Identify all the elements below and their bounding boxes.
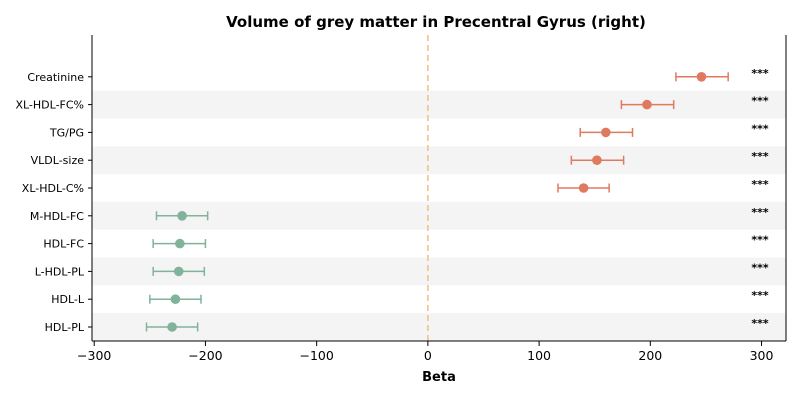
y-tick-label: M-HDL-FC: [30, 210, 84, 223]
data-marks: *** *** *** *** *** *** *** *** *** ***: [145, 67, 769, 332]
significance-label: ***: [751, 150, 769, 163]
data-point: [170, 294, 181, 305]
x-tick-label: 200: [638, 348, 662, 363]
data-point: [592, 155, 602, 165]
axes: Creatinine XL-HDL-FC% TG/PG VLDL-size XL-HDL…: [15, 35, 787, 363]
significance-label: ***: [751, 95, 769, 108]
x-tick-label: 100: [527, 348, 551, 363]
data-point: [696, 72, 707, 82]
x-tick-label: 0: [424, 348, 432, 363]
row-band: [92, 257, 786, 286]
significance-label: ***: [751, 206, 769, 219]
data-point: [177, 211, 187, 221]
y-tick-label: XL-HDL-FC%: [15, 99, 84, 112]
y-tick-label: XL-HDL-C%: [22, 182, 84, 195]
row-band: [92, 146, 786, 175]
significance-label: ***: [751, 317, 769, 330]
x-axis-label: Beta: [422, 370, 456, 385]
significance-label: ***: [751, 122, 769, 135]
data-point: [578, 183, 589, 193]
data-point: [642, 99, 652, 110]
data-point: [167, 322, 177, 332]
data-point: [175, 238, 185, 249]
significance-label: ***: [751, 289, 769, 302]
y-tick-label: L-HDL-PL: [35, 265, 85, 278]
row-bands: [92, 90, 786, 341]
significance-label: ***: [751, 67, 769, 80]
row-band: [92, 90, 786, 119]
data-point: [173, 266, 184, 277]
row-band: [92, 313, 786, 341]
significance-label: ***: [751, 234, 769, 247]
y-tick-label: TG/PG: [49, 126, 84, 139]
x-tick-label: −200: [188, 348, 222, 363]
y-tick-label: HDL-PL: [45, 321, 85, 334]
y-tick-label: Creatinine: [27, 71, 84, 84]
y-tick-label: HDL-L: [51, 293, 85, 306]
chart-title: Volume of grey matter in Precentral Gyru…: [226, 13, 646, 31]
significance-label: ***: [751, 178, 769, 191]
x-tick-label: −100: [299, 348, 333, 363]
x-tick-label: 300: [750, 348, 774, 363]
data-point: [601, 127, 611, 138]
x-tick-label: −300: [77, 348, 111, 363]
significance-label: ***: [751, 261, 769, 274]
y-tick-label: HDL-FC: [43, 238, 84, 251]
y-tick-label: VLDL-size: [31, 154, 85, 167]
